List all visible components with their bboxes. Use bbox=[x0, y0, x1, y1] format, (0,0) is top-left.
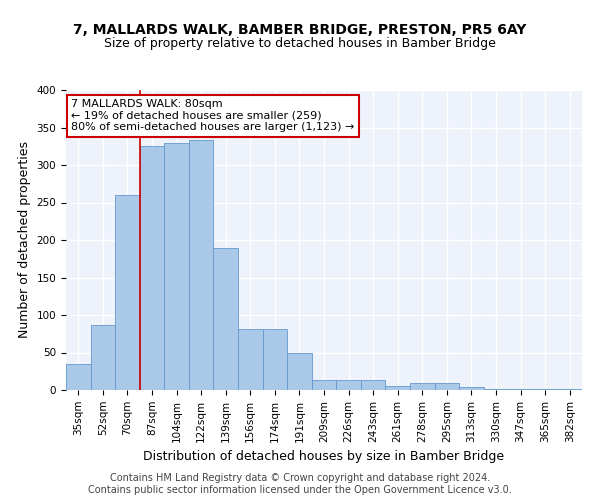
Bar bbox=[66, 364, 91, 390]
Bar bbox=[361, 380, 385, 390]
Text: Contains HM Land Registry data © Crown copyright and database right 2024.
Contai: Contains HM Land Registry data © Crown c… bbox=[88, 474, 512, 495]
Bar bbox=[459, 387, 484, 390]
Bar bbox=[336, 380, 361, 390]
Text: Size of property relative to detached houses in Bamber Bridge: Size of property relative to detached ho… bbox=[104, 38, 496, 51]
Bar bbox=[385, 386, 410, 390]
Bar bbox=[312, 380, 336, 390]
Bar bbox=[287, 352, 312, 390]
Bar bbox=[189, 140, 214, 390]
Bar bbox=[533, 389, 557, 390]
Bar bbox=[263, 329, 287, 390]
Y-axis label: Number of detached properties: Number of detached properties bbox=[18, 142, 31, 338]
Bar bbox=[410, 383, 434, 390]
Bar bbox=[508, 389, 533, 390]
Text: 7 MALLARDS WALK: 80sqm
← 19% of detached houses are smaller (259)
80% of semi-de: 7 MALLARDS WALK: 80sqm ← 19% of detached… bbox=[71, 99, 355, 132]
Bar bbox=[164, 142, 189, 390]
Bar bbox=[238, 329, 263, 390]
Bar bbox=[214, 248, 238, 390]
Bar bbox=[557, 389, 582, 390]
Bar bbox=[115, 195, 140, 390]
Bar bbox=[484, 389, 508, 390]
X-axis label: Distribution of detached houses by size in Bamber Bridge: Distribution of detached houses by size … bbox=[143, 450, 505, 463]
Text: 7, MALLARDS WALK, BAMBER BRIDGE, PRESTON, PR5 6AY: 7, MALLARDS WALK, BAMBER BRIDGE, PRESTON… bbox=[73, 22, 527, 36]
Bar bbox=[91, 325, 115, 390]
Bar bbox=[140, 146, 164, 390]
Bar bbox=[434, 383, 459, 390]
